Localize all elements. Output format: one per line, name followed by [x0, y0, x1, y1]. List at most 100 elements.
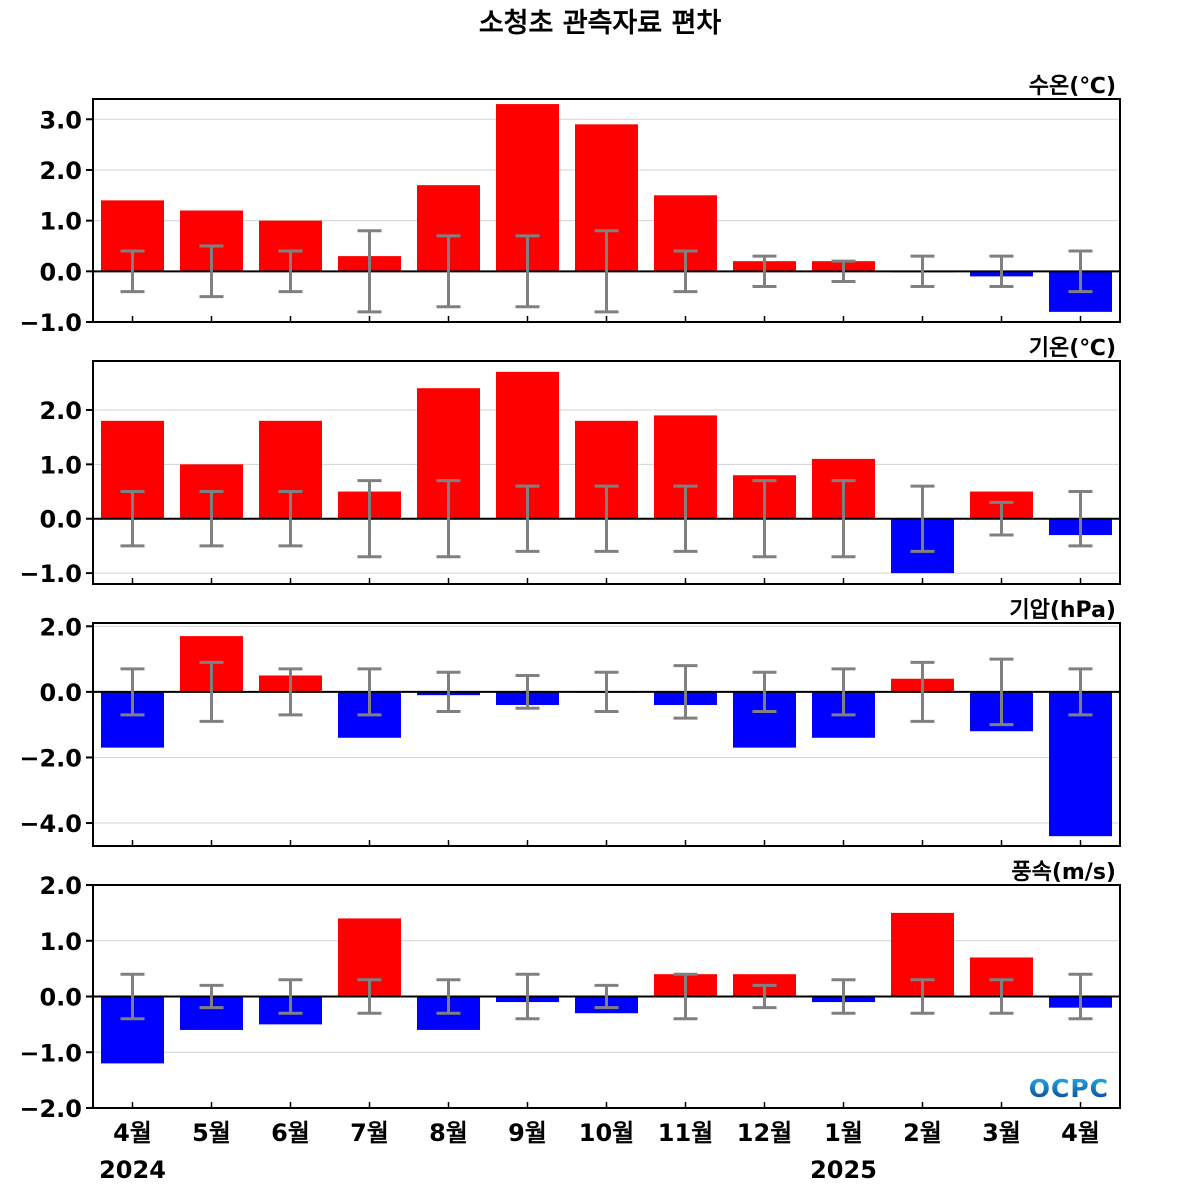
month-label: 10월 — [579, 1119, 634, 1147]
y-tick-label: 1.0 — [39, 451, 82, 479]
month-label: 5월 — [192, 1119, 231, 1147]
month-label: 11월 — [658, 1119, 713, 1147]
error-bar-11 — [910, 978, 935, 1015]
panel-label: 기온(℃) — [1029, 336, 1116, 361]
month-label: 2월 — [903, 1119, 942, 1147]
error-bar-12 — [989, 657, 1014, 727]
year-label: 2024 — [99, 1156, 166, 1184]
y-tick-label: −4.0 — [19, 810, 82, 838]
error-bar-1 — [120, 490, 145, 548]
error-bar-7 — [594, 983, 619, 1010]
y-tick-label: 2.0 — [39, 613, 82, 641]
error-bar-5 — [436, 234, 461, 309]
panel-3: −4.0 −2.0 0.0 2.0 기압(hPa) — [19, 598, 1121, 847]
error-bar-7 — [594, 229, 619, 314]
panel-frame — [92, 622, 1121, 847]
error-bar-6 — [515, 234, 540, 309]
error-bar-2 — [199, 983, 224, 1010]
error-bar-11 — [910, 660, 935, 723]
error-bar-3 — [278, 667, 303, 717]
y-tick-label: 2.0 — [39, 872, 82, 900]
y-tick-label: −2.0 — [19, 1095, 82, 1123]
error-bar-1 — [120, 972, 145, 1021]
y-tick-label: −2.0 — [19, 744, 82, 772]
error-bar-4 — [357, 229, 382, 314]
error-bar-3 — [278, 490, 303, 548]
month-label: 8월 — [429, 1119, 468, 1147]
month-label: 9월 — [508, 1119, 547, 1147]
error-bar-2 — [199, 660, 224, 723]
error-bar-1 — [120, 667, 145, 717]
error-bar-3 — [278, 249, 303, 294]
error-bar-1 — [120, 249, 145, 294]
panel-label: 기압(hPa) — [1009, 598, 1116, 623]
error-bar-9 — [752, 670, 777, 714]
panels: −1.00.01.02.03.0수온(℃)−1.00.01.02.0기온(℃)−… — [19, 74, 1121, 1123]
error-bar-6 — [515, 484, 540, 553]
year-label: 2025 — [810, 1156, 877, 1184]
y-tick-label: 1.0 — [39, 208, 82, 236]
error-bar-12 — [989, 254, 1014, 289]
month-label: 3월 — [982, 1119, 1021, 1147]
y-tick-label: 0.0 — [39, 506, 82, 534]
error-bar-5 — [436, 978, 461, 1015]
y-tick-label: 0.0 — [39, 984, 82, 1012]
y-tick-label: 1.0 — [39, 928, 82, 956]
error-bar-11 — [910, 484, 935, 553]
ocpc-logo: OCPC — [1029, 1074, 1109, 1103]
error-bar-4 — [357, 978, 382, 1015]
chart-title: 소청초 관측자료 편차 — [479, 8, 722, 39]
panel-label: 수온(℃) — [1029, 74, 1116, 99]
panel-label: 풍속(m/s) — [1011, 860, 1116, 885]
error-bar-13 — [1068, 249, 1093, 294]
error-bar-10 — [831, 978, 856, 1015]
error-bar-3 — [278, 978, 303, 1015]
error-bar-10 — [831, 479, 856, 559]
error-bar-8 — [673, 249, 698, 294]
error-bar-9 — [752, 254, 777, 289]
error-bar-10 — [831, 259, 856, 283]
panel-4: −2.0 −1.0 0.0 1.0 2.0 풍속(m/s) — [19, 860, 1121, 1123]
error-bar-9 — [752, 479, 777, 559]
error-bar-8 — [673, 484, 698, 553]
y-tick-label: 0.0 — [39, 258, 82, 286]
y-tick-label: 2.0 — [39, 397, 82, 425]
error-bar-2 — [199, 244, 224, 299]
month-label: 7월 — [350, 1119, 389, 1147]
y-tick-label: −1.0 — [19, 1039, 82, 1067]
logo-text: OCPC — [1029, 1074, 1109, 1103]
y-tick-label: 0.0 — [39, 679, 82, 707]
error-bar-5 — [436, 479, 461, 559]
x-axis: 4월 5월 6월 7월 8월 9월 10월 11월 12월 1월 2월 3월 4월 2024 2025 — [99, 1119, 1100, 1184]
error-bar-11 — [910, 254, 935, 289]
month-label: 4월 — [1061, 1119, 1100, 1147]
error-bar-10 — [831, 667, 856, 717]
error-bar-8 — [673, 972, 698, 1021]
month-label: 4월 — [113, 1119, 152, 1147]
error-bar-4 — [357, 479, 382, 559]
error-bar-13 — [1068, 667, 1093, 717]
y-tick-label: −1.0 — [19, 560, 82, 588]
error-bar-6 — [515, 972, 540, 1021]
error-bar-13 — [1068, 490, 1093, 548]
panel-2: −1.0 0.0 1.0 2.0 기온(℃) — [19, 336, 1121, 588]
error-bar-5 — [436, 670, 461, 714]
error-bar-7 — [594, 670, 619, 714]
error-bar-2 — [199, 490, 224, 548]
error-bar-12 — [989, 978, 1014, 1015]
month-label: 1월 — [824, 1119, 863, 1147]
error-bar-8 — [673, 664, 698, 720]
error-bar-12 — [989, 500, 1014, 537]
y-tick-label: −1.0 — [19, 309, 82, 337]
error-bar-9 — [752, 983, 777, 1010]
y-tick-label: 3.0 — [39, 106, 82, 134]
month-label: 6월 — [271, 1119, 310, 1147]
month-label: 12월 — [737, 1119, 792, 1147]
y-tick-label: 2.0 — [39, 157, 82, 185]
error-bar-6 — [515, 673, 540, 710]
error-bar-13 — [1068, 972, 1093, 1021]
error-bar-7 — [594, 484, 619, 553]
panel-1: −1.0 0.0 1.0 2.0 3.0 수온(℃) — [19, 74, 1121, 337]
error-bar-4 — [357, 667, 382, 717]
